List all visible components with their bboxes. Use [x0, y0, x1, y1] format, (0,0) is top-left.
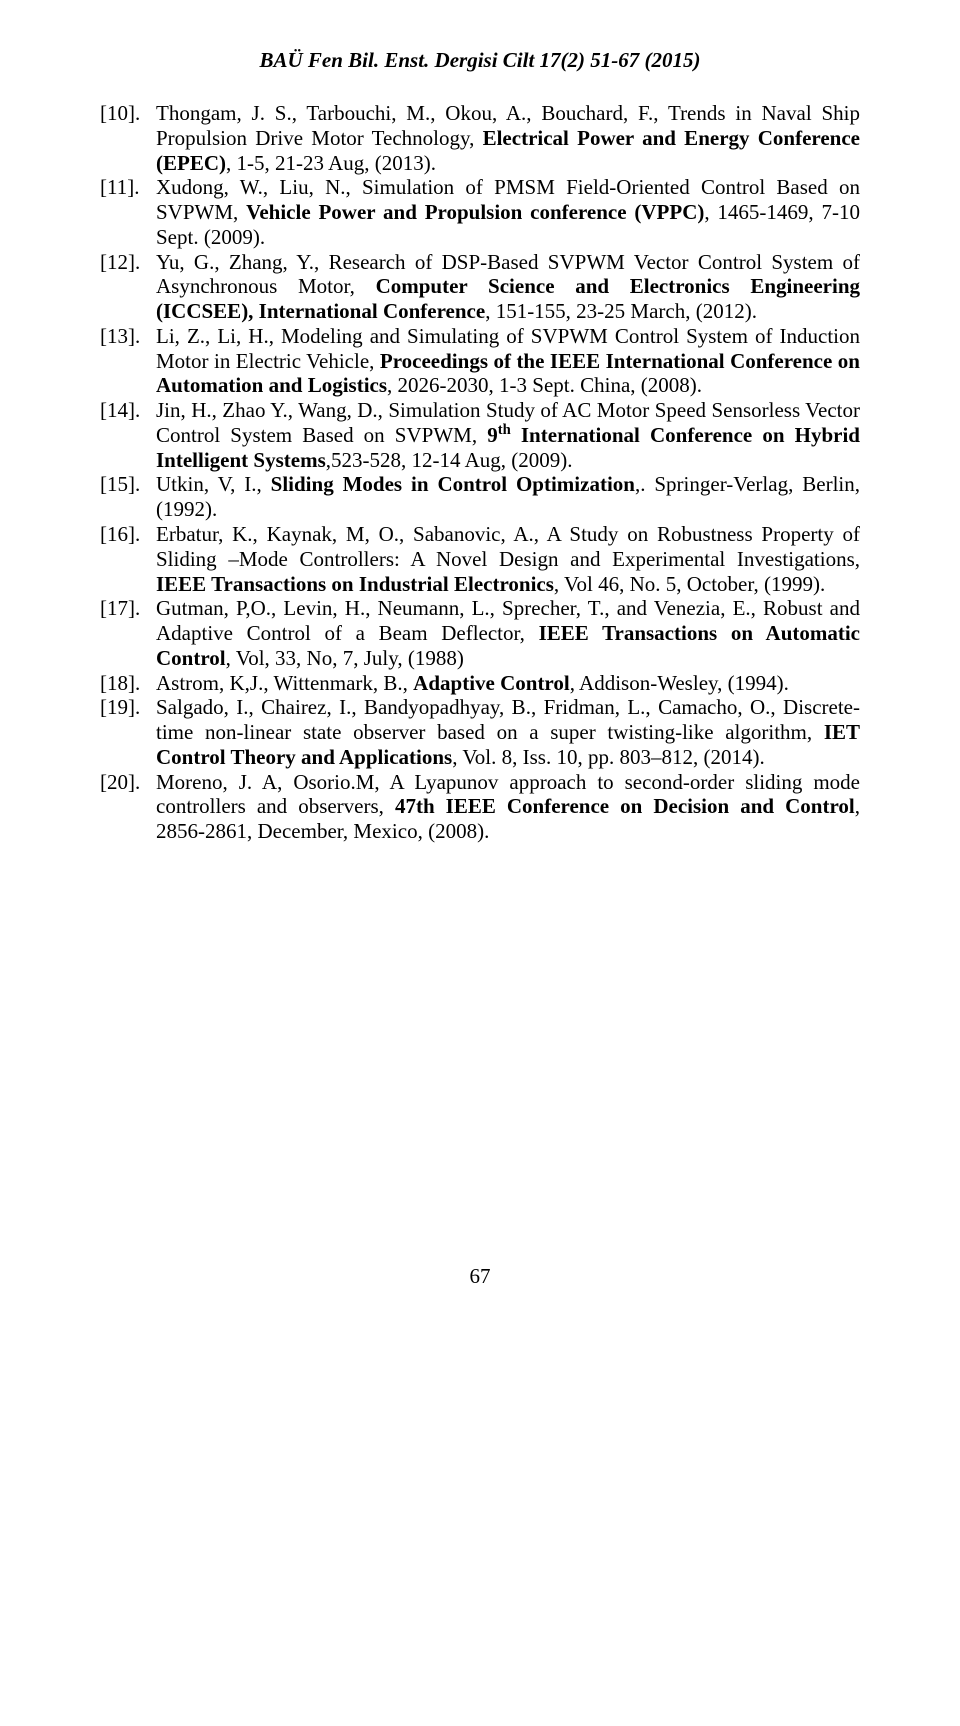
reference-number: [20]. [100, 770, 156, 844]
reference-number: [19]. [100, 695, 156, 769]
reference-body: Moreno, J. A, Osorio.M, A Lyapunov appro… [156, 770, 860, 844]
ref-text: , 1-5, 21-23 Aug, (2013). [226, 151, 436, 175]
ref-bold: 47th IEEE Conference on Decision and Con… [395, 794, 855, 818]
reference-item: [13]. Li, Z., Li, H., Modeling and Simul… [100, 324, 860, 398]
reference-body: Xudong, W., Liu, N., Simulation of PMSM … [156, 175, 860, 249]
reference-body: Gutman, P,O., Levin, H., Neumann, L., Sp… [156, 596, 860, 670]
ref-text: , 2026-2030, 1-3 Sept. China, (2008). [387, 373, 702, 397]
reference-body: Li, Z., Li, H., Modeling and Simulating … [156, 324, 860, 398]
references-list: [10]. Thongam, J. S., Tarbouchi, M., Oko… [100, 101, 860, 844]
reference-item: [10]. Thongam, J. S., Tarbouchi, M., Oko… [100, 101, 860, 175]
ref-text: , Vol. 8, Iss. 10, pp. 803–812, (2014). [452, 745, 765, 769]
ref-text: Salgado, I., Chairez, I., Bandyopadhyay,… [156, 695, 860, 744]
reference-number: [16]. [100, 522, 156, 596]
ref-bold: IEEE Transactions on Industrial Electron… [156, 572, 554, 596]
reference-body: Erbatur, K., Kaynak, M, O., Sabanovic, A… [156, 522, 860, 596]
reference-number: [18]. [100, 671, 156, 696]
reference-body: Yu, G., Zhang, Y., Research of DSP-Based… [156, 250, 860, 324]
reference-item: [20]. Moreno, J. A, Osorio.M, A Lyapunov… [100, 770, 860, 844]
ref-text: Utkin, V, I., [156, 472, 271, 496]
reference-item: [11]. Xudong, W., Liu, N., Simulation of… [100, 175, 860, 249]
ref-text: , Vol, 33, No, 7, July, (1988) [226, 646, 464, 670]
reference-item: [17]. Gutman, P,O., Levin, H., Neumann, … [100, 596, 860, 670]
reference-item: [15]. Utkin, V, I., Sliding Modes in Con… [100, 472, 860, 522]
reference-body: Astrom, K,J., Wittenmark, B., Adaptive C… [156, 671, 860, 696]
reference-number: [17]. [100, 596, 156, 670]
ref-bold: Adaptive Control [413, 671, 570, 695]
ref-text: Astrom, K,J., Wittenmark, B., [156, 671, 413, 695]
page-container: BAÜ Fen Bil. Enst. Dergisi Cilt 17(2) 51… [0, 0, 960, 1369]
reference-number: [11]. [100, 175, 156, 249]
reference-item: [18]. Astrom, K,J., Wittenmark, B., Adap… [100, 671, 860, 696]
reference-item: [12]. Yu, G., Zhang, Y., Research of DSP… [100, 250, 860, 324]
ref-text: Erbatur, K., Kaynak, M, O., Sabanovic, A… [156, 522, 860, 571]
ref-text: ,523-528, 12-14 Aug, (2009). [326, 448, 573, 472]
reference-number: [10]. [100, 101, 156, 175]
ref-text: , Vol 46, No. 5, October, (1999). [554, 572, 825, 596]
ref-bold: Vehicle Power and Propulsion conference … [246, 200, 704, 224]
journal-header: BAÜ Fen Bil. Enst. Dergisi Cilt 17(2) 51… [100, 48, 860, 73]
reference-item: [19]. Salgado, I., Chairez, I., Bandyopa… [100, 695, 860, 769]
reference-number: [12]. [100, 250, 156, 324]
reference-body: Thongam, J. S., Tarbouchi, M., Okou, A.,… [156, 101, 860, 175]
reference-body: Jin, H., Zhao Y., Wang, D., Simulation S… [156, 398, 860, 472]
reference-item: [16]. Erbatur, K., Kaynak, M, O., Sabano… [100, 522, 860, 596]
ref-bold: Sliding Modes in Control Optimization [271, 472, 635, 496]
page-number: 67 [100, 1264, 860, 1289]
reference-number: [14]. [100, 398, 156, 472]
reference-body: Utkin, V, I., Sliding Modes in Control O… [156, 472, 860, 522]
reference-number: [15]. [100, 472, 156, 522]
reference-body: Salgado, I., Chairez, I., Bandyopadhyay,… [156, 695, 860, 769]
ref-text: , 151-155, 23-25 March, (2012). [485, 299, 757, 323]
reference-item: [14]. Jin, H., Zhao Y., Wang, D., Simula… [100, 398, 860, 472]
reference-number: [13]. [100, 324, 156, 398]
ref-text: , Addison-Wesley, (1994). [570, 671, 789, 695]
